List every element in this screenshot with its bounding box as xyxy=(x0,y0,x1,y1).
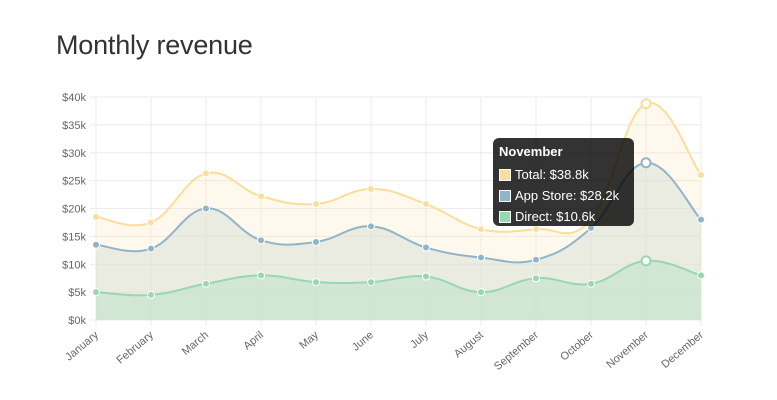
total-point xyxy=(92,212,100,221)
x-tick-label: June xyxy=(350,329,376,354)
direct-point xyxy=(640,255,652,267)
app-store-point xyxy=(422,243,430,252)
y-tick-label: $0k xyxy=(68,315,86,327)
direct-point xyxy=(367,278,375,287)
y-tick-label: $10k xyxy=(62,259,86,271)
tooltip-direct-text: Direct: $10.6k xyxy=(515,209,596,224)
direct-point xyxy=(147,290,155,299)
y-tick-label: $30k xyxy=(62,148,86,160)
tooltip-title: November xyxy=(499,144,563,159)
y-tick-label: $35k xyxy=(62,120,86,132)
app-store-swatch xyxy=(499,189,511,202)
app-store-point xyxy=(640,157,652,169)
total-point xyxy=(147,218,155,227)
total-point xyxy=(257,192,265,201)
tooltip-total-text: Total: $38.8k xyxy=(515,167,589,182)
y-tick-label: $25k xyxy=(62,176,86,188)
app-store-point xyxy=(697,215,705,224)
direct-point xyxy=(532,274,540,283)
direct-swatch xyxy=(499,210,511,223)
total-point xyxy=(422,200,430,209)
x-tick-label: May xyxy=(297,329,321,352)
direct-point xyxy=(202,279,210,288)
total-point xyxy=(640,98,652,110)
total-area xyxy=(96,102,701,320)
tooltip-app-store-text: App Store: $28.2k xyxy=(515,188,620,203)
y-tick-label: $15k xyxy=(62,231,86,243)
total-point xyxy=(697,171,705,180)
total-point xyxy=(202,169,210,178)
direct-point xyxy=(422,272,430,281)
tooltip-row-total: Total: $38.8k xyxy=(499,164,628,185)
x-tick-label: August xyxy=(452,329,486,360)
y-tick-label: $5k xyxy=(68,287,86,299)
tooltip-row-direct: Direct: $10.6k xyxy=(499,206,628,227)
app-store-point xyxy=(477,253,485,262)
direct-point xyxy=(587,279,595,288)
direct-point xyxy=(92,288,100,297)
x-tick-label: November xyxy=(604,329,651,371)
x-tick-label: July xyxy=(408,329,431,351)
direct-point xyxy=(477,288,485,297)
total-point xyxy=(367,184,375,193)
app-store-point xyxy=(312,237,320,246)
direct-point xyxy=(312,278,320,287)
direct-point xyxy=(697,271,705,280)
app-store-point xyxy=(92,240,100,249)
app-store-point xyxy=(202,204,210,213)
x-tick-label: December xyxy=(659,329,706,371)
total-point xyxy=(312,200,320,209)
y-tick-label: $20k xyxy=(62,204,86,216)
direct-area xyxy=(96,260,701,320)
app-store-point xyxy=(147,244,155,253)
app-store-point xyxy=(257,236,265,245)
total-swatch xyxy=(499,168,511,181)
y-tick-label: $40k xyxy=(62,92,86,104)
chart-tooltip: November Total: $38.8k App Store: $28.2k… xyxy=(493,138,634,226)
x-tick-label: January xyxy=(63,329,101,364)
chart-title: Monthly revenue xyxy=(56,30,253,60)
app-store-point xyxy=(532,255,540,264)
x-tick-label: February xyxy=(114,329,156,367)
x-tick-label: March xyxy=(180,329,211,358)
x-tick-label: October xyxy=(558,329,596,364)
x-tick-label: April xyxy=(241,329,266,352)
tooltip-row-app-store: App Store: $28.2k xyxy=(499,185,628,206)
total-point xyxy=(477,225,485,234)
x-tick-label: September xyxy=(492,329,541,373)
direct-point xyxy=(257,271,265,280)
app-store-point xyxy=(367,222,375,231)
